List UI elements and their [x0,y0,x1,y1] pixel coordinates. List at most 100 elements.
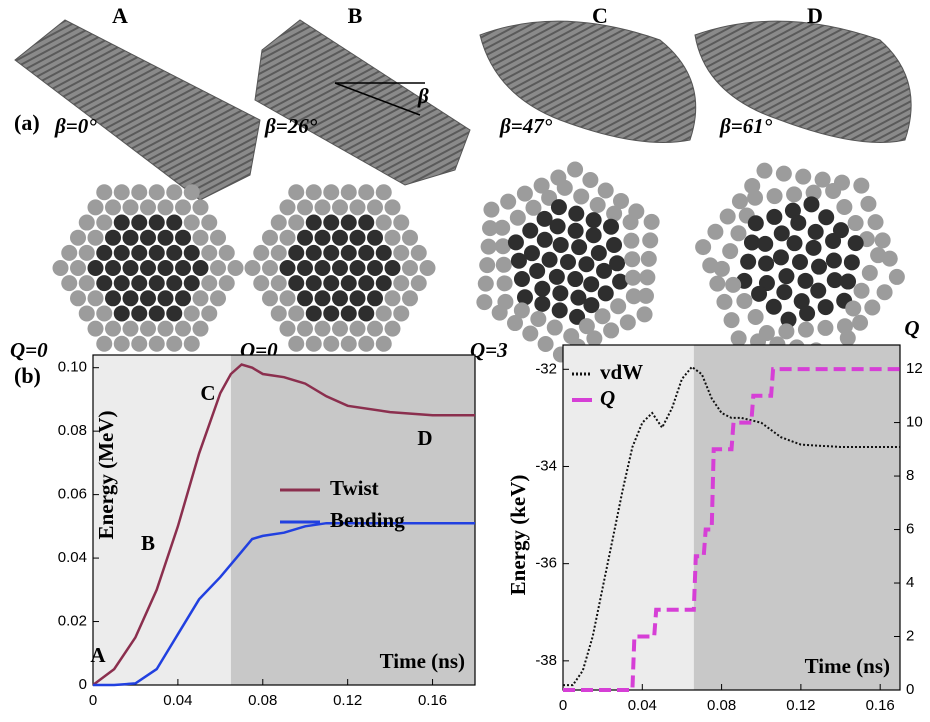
rod-section [280,260,296,276]
rod-section [393,215,409,231]
rod-section [306,245,322,261]
rod-section [725,277,741,293]
y-tick-label: 0.10 [58,359,87,376]
rod-section [323,215,339,231]
rod-section [868,214,884,230]
rod-section [367,260,383,276]
rod-section [96,245,112,261]
rod-section [550,218,566,234]
rod-section [411,275,427,291]
rod-section [105,290,121,306]
rod-section [740,254,756,270]
rod-section [609,255,625,271]
figure: (a)βAβ=0°Q=0Bβ=26°Q=0Cβ=47°Q=3Dβ=61°(b)0… [0,0,930,722]
rod-section [271,305,287,321]
rod-section [497,275,513,291]
rod-section [166,305,182,321]
rod-section [720,209,736,225]
rod-section [193,260,209,276]
rod-section [709,276,725,292]
rod-section [402,230,418,246]
rod-section [96,336,112,352]
rod-section [537,232,553,248]
rod-section [411,245,427,261]
rod-section [606,237,622,253]
rod-section [262,260,278,276]
y-tick-label: -32 [535,360,557,377]
rod-section [845,300,861,316]
rod-section [70,230,86,246]
x-tick-label: 0.04 [628,697,657,714]
rod-section [158,260,174,276]
x-tick-label: 0.12 [786,697,815,714]
shaded-region [563,345,694,690]
legend-label: Bending [330,508,405,532]
rod-section [848,215,864,231]
rod-section [315,321,331,337]
rod-section [96,215,112,231]
rod-section [748,309,764,325]
rod-section [219,245,235,261]
legend-label: Q [600,386,615,410]
rod-section [367,321,383,337]
rod-section [149,305,165,321]
rod-section [642,232,658,248]
rod-section [393,305,409,321]
rod-section [798,322,814,338]
y-axis-label: Energy (MeV) [94,411,118,540]
rod-section [210,290,226,306]
rod-section [105,230,121,246]
rod-section [288,215,304,231]
rod-section [776,166,792,182]
y-tick-label: 0.04 [58,549,87,566]
rod-section [131,245,147,261]
rod-section [875,232,891,248]
rod-section [253,245,269,261]
rod-section [271,215,287,231]
rod-section [88,321,104,337]
rod-section [766,209,782,225]
rod-section [695,239,711,255]
rod-section [306,184,322,200]
rod-section [573,188,589,204]
rod-section [123,290,139,306]
rod-section [860,196,876,212]
rod-section [806,240,822,256]
rod-section [736,293,752,309]
rod-section [385,290,401,306]
rod-section [288,305,304,321]
rod-section [552,285,568,301]
q-label: Q=0 [10,338,48,362]
rod-section [889,269,905,285]
rod-section [590,197,606,213]
rod-section [716,294,732,310]
rod-section [496,257,512,273]
rod-section [123,260,139,276]
rod-section [508,234,524,250]
rod-section [376,184,392,200]
x-tick-label: 0.08 [707,697,736,714]
rod-section [586,330,602,346]
rod-section [332,199,348,215]
rod-section [201,215,217,231]
rod-section [70,260,86,276]
rod-section [623,233,639,249]
rod-b [255,20,470,185]
q-label: Q=3 [470,338,508,362]
rod-section [864,299,880,315]
rod-section [158,321,174,337]
rod-section [323,305,339,321]
rod-section [393,245,409,261]
rod-section [747,190,763,206]
rod-section [175,321,191,337]
rod-section [758,255,774,271]
rod-section [131,305,147,321]
rod-section [534,296,550,312]
rod-section [776,284,792,300]
rod-section [853,178,869,194]
panel-label: (b) [14,363,41,388]
rod-section [603,219,619,235]
rod-section [568,206,584,222]
x-tick-label: 0.12 [333,692,362,709]
rod-section [332,260,348,276]
